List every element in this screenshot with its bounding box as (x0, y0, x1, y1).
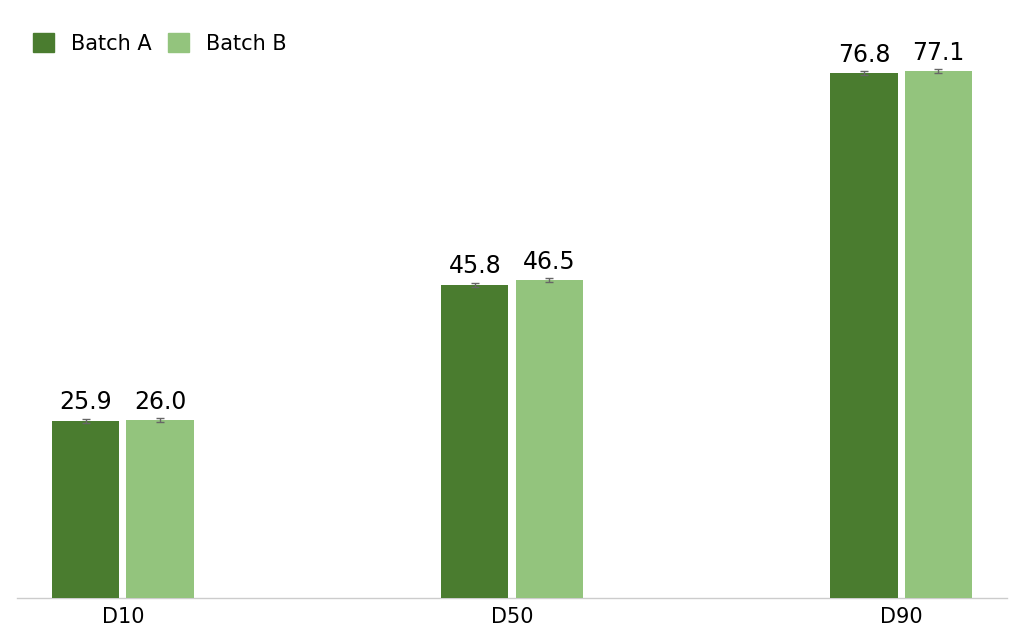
Bar (126, 420, 194, 598)
Text: 25.9: 25.9 (59, 390, 112, 415)
Bar (515, 279, 583, 598)
Bar (52, 421, 119, 598)
Text: 46.5: 46.5 (523, 250, 575, 274)
Bar (830, 73, 898, 598)
Text: 26.0: 26.0 (134, 390, 186, 413)
Bar (905, 71, 972, 598)
Text: 77.1: 77.1 (912, 41, 965, 64)
Bar (441, 285, 509, 598)
Text: 45.8: 45.8 (449, 254, 501, 278)
Text: 76.8: 76.8 (838, 43, 890, 66)
Legend: Batch A, Batch B: Batch A, Batch B (27, 27, 293, 60)
